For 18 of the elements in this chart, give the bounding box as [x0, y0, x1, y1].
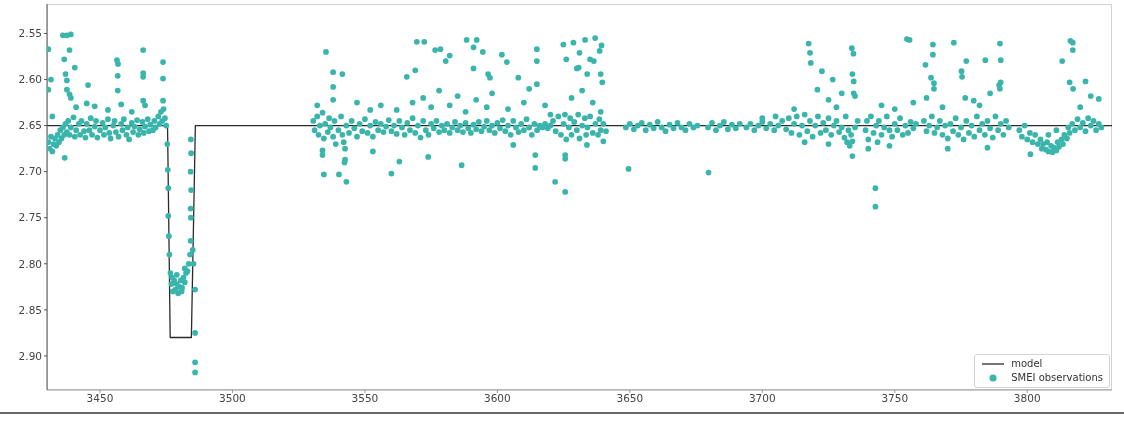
- legend-label: SMEI observations: [1011, 372, 1103, 383]
- x-tick-label: 3750: [881, 392, 909, 405]
- y-tick-label: 2.55: [18, 27, 42, 40]
- y-tick-label: 2.80: [18, 257, 42, 270]
- x-tick-label: 3600: [484, 392, 511, 405]
- y-tick-label: 2.60: [18, 73, 42, 86]
- legend-label: model: [1011, 358, 1043, 369]
- y-tick-label: 2.85: [18, 303, 42, 316]
- y-tick-label: 2.75: [18, 211, 42, 224]
- x-tick-label: 3800: [1013, 392, 1041, 405]
- y-tick-label: 2.65: [18, 119, 42, 132]
- x-tick-label: 3500: [219, 392, 246, 405]
- y-tick-label: 2.90: [18, 349, 42, 362]
- x-tick-label: 3650: [616, 392, 644, 405]
- x-tick-label: 3550: [351, 392, 379, 405]
- x-tick-label: 3700: [748, 392, 776, 405]
- y-tick-label: 2.70: [18, 165, 42, 178]
- x-tick-label: 3450: [86, 392, 114, 405]
